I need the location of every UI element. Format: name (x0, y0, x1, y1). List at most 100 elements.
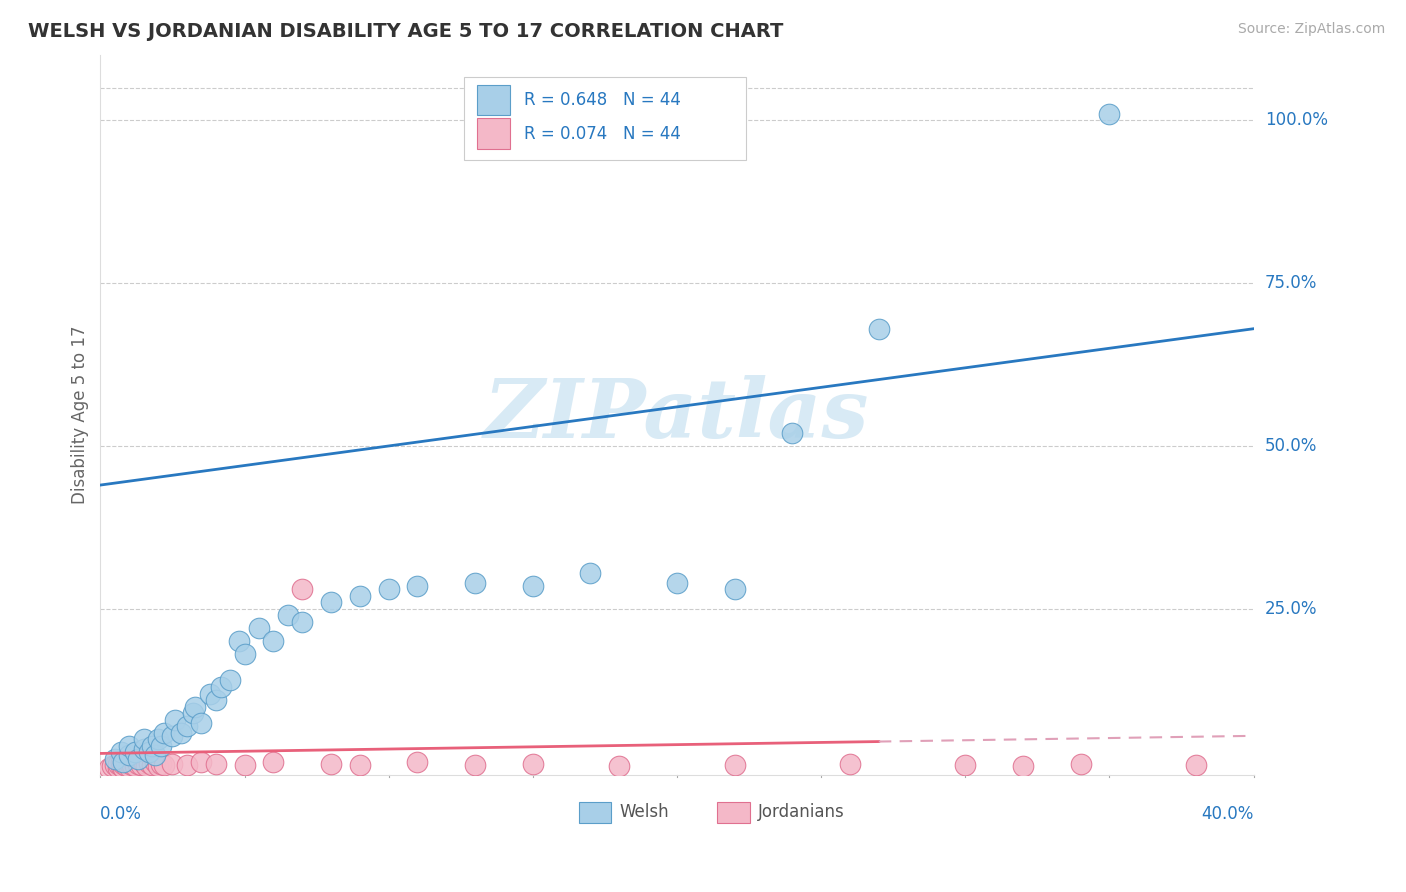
Point (132, 756, 155, 770)
Point (162, 729, 184, 743)
Bar (478, 85, 510, 115)
Point (190, 755, 212, 769)
Point (118, 739, 141, 753)
Text: 0.0%: 0.0% (100, 805, 142, 823)
Point (141, 739, 163, 753)
Point (129, 758, 152, 772)
Point (579, 566, 602, 580)
Point (141, 758, 163, 772)
Text: 75.0%: 75.0% (1265, 274, 1317, 292)
Point (228, 634, 250, 648)
Bar (579, 802, 612, 823)
Point (181, 706, 204, 720)
Point (138, 756, 160, 771)
Point (522, 579, 544, 593)
Bar (478, 119, 510, 149)
Point (724, 758, 747, 772)
Point (146, 732, 169, 747)
Point (110, 745, 132, 759)
Point (198, 686, 221, 700)
Point (377, 582, 399, 597)
Point (262, 755, 284, 769)
Text: R = 0.074   N = 44: R = 0.074 N = 44 (523, 125, 681, 143)
Point (149, 739, 172, 753)
Point (349, 589, 371, 603)
Point (955, 758, 977, 772)
Point (1012, 759, 1035, 773)
Point (101, 759, 124, 773)
FancyBboxPatch shape (464, 77, 747, 160)
Text: 25.0%: 25.0% (1265, 599, 1317, 618)
Point (464, 758, 486, 772)
Point (115, 759, 138, 773)
Point (98, 761, 121, 775)
Text: Source: ZipAtlas.com: Source: ZipAtlas.com (1237, 22, 1385, 37)
Point (124, 745, 146, 759)
Point (262, 634, 284, 648)
Point (277, 608, 299, 623)
Point (132, 742, 155, 756)
Point (349, 758, 371, 772)
Point (406, 579, 429, 593)
Point (110, 755, 132, 769)
Point (1185, 758, 1208, 772)
Point (219, 673, 242, 688)
Point (204, 756, 226, 771)
Point (143, 755, 166, 769)
Point (121, 758, 143, 772)
Point (132, 732, 155, 747)
Point (176, 719, 198, 733)
Point (124, 759, 146, 773)
Point (118, 748, 141, 763)
Point (233, 648, 256, 662)
Point (782, 425, 804, 440)
Point (184, 699, 207, 714)
Point (118, 756, 141, 771)
Text: ZIPatlas: ZIPatlas (484, 375, 870, 455)
Text: 40.0%: 40.0% (1201, 805, 1254, 823)
Point (112, 755, 135, 769)
Text: 50.0%: 50.0% (1265, 437, 1317, 455)
Point (868, 322, 890, 336)
Y-axis label: Disability Age 5 to 17: Disability Age 5 to 17 (72, 326, 89, 504)
Point (135, 759, 157, 773)
Point (115, 755, 138, 769)
Point (107, 761, 129, 775)
Point (149, 756, 172, 771)
Point (162, 756, 184, 771)
Text: 100.0%: 100.0% (1265, 112, 1327, 129)
Point (247, 621, 270, 635)
Point (127, 756, 149, 771)
Text: Jordanians: Jordanians (758, 804, 845, 822)
Point (607, 759, 630, 773)
Point (190, 715, 212, 730)
Point (112, 756, 135, 771)
Text: Welsh: Welsh (619, 804, 669, 822)
Point (724, 582, 747, 597)
Point (319, 595, 342, 609)
Point (143, 748, 166, 763)
Bar (717, 802, 749, 823)
Point (127, 751, 149, 765)
Point (319, 756, 342, 771)
Point (165, 713, 187, 727)
Point (146, 759, 169, 773)
Point (152, 758, 174, 772)
Point (204, 693, 226, 707)
Point (1098, 107, 1121, 121)
Point (170, 725, 193, 739)
Point (118, 760, 141, 774)
Point (406, 755, 429, 769)
Point (110, 759, 132, 773)
Point (291, 582, 314, 597)
Point (104, 751, 127, 765)
Point (112, 761, 135, 775)
Point (1070, 756, 1092, 771)
Point (138, 745, 160, 759)
Point (104, 758, 127, 772)
Point (152, 725, 174, 739)
Point (291, 615, 314, 629)
Point (209, 680, 232, 694)
Point (665, 575, 688, 590)
Point (176, 758, 198, 772)
